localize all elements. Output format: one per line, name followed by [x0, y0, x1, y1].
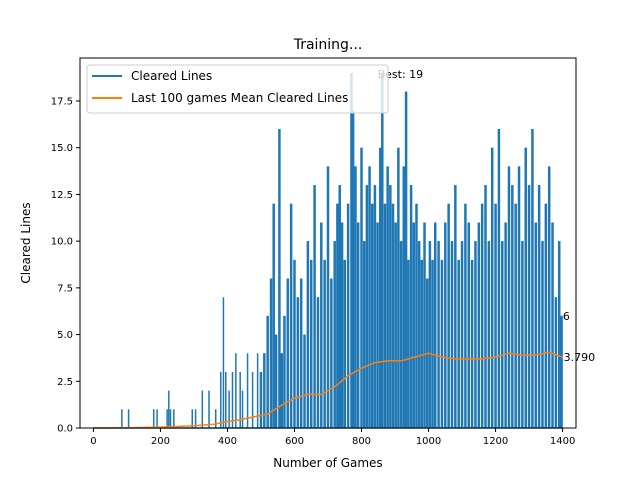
y-tick-label: 7.5	[57, 283, 73, 294]
y-tick-label: 5.0	[57, 330, 73, 341]
y-tick-label: 0.0	[57, 424, 73, 435]
legend-label-cleared-lines: Cleared Lines	[131, 69, 212, 83]
legend-label-mean-cleared-lines: Last 100 games Mean Cleared Lines	[131, 91, 348, 105]
x-tick-label: 1200	[483, 436, 508, 447]
x-tick-label: 1000	[416, 436, 441, 447]
annotation-best: Best: 19	[378, 68, 424, 81]
y-tick-label: 15.0	[51, 143, 73, 154]
series-mean-cleared-lines	[93, 351, 563, 429]
plot-frame	[79, 57, 577, 429]
x-tick-label: 600	[285, 436, 304, 447]
annotation-last-mean: 3.790	[564, 351, 596, 364]
ticks-layer: 0 200 400 600 800 1000 1200 1400 0.0 2.5 5.0 7.5 10.…	[51, 96, 576, 447]
legend: Cleared Lines Last 100 games Mean Cleare…	[86, 64, 389, 114]
annotations-layer: Best: 19 6 3.790	[378, 68, 595, 364]
x-axis-label: Number of Games	[273, 456, 382, 470]
chart-title: Training...	[293, 37, 363, 53]
y-tick-label: 10.0	[51, 237, 73, 248]
x-tick-label: 400	[218, 436, 237, 447]
x-tick-label: 0	[90, 436, 96, 447]
x-tick-label: 800	[352, 436, 371, 447]
annotation-last-value: 6	[563, 310, 570, 323]
legend-box	[86, 64, 389, 114]
series-layer	[93, 72, 563, 429]
x-tick-label: 1400	[550, 436, 575, 447]
x-tick-label: 200	[151, 436, 170, 447]
y-axis-label: Cleared Lines	[19, 202, 33, 283]
y-tick-label: 2.5	[57, 377, 73, 388]
y-tick-label: 17.5	[51, 96, 73, 107]
y-tick-label: 12.5	[51, 190, 73, 201]
